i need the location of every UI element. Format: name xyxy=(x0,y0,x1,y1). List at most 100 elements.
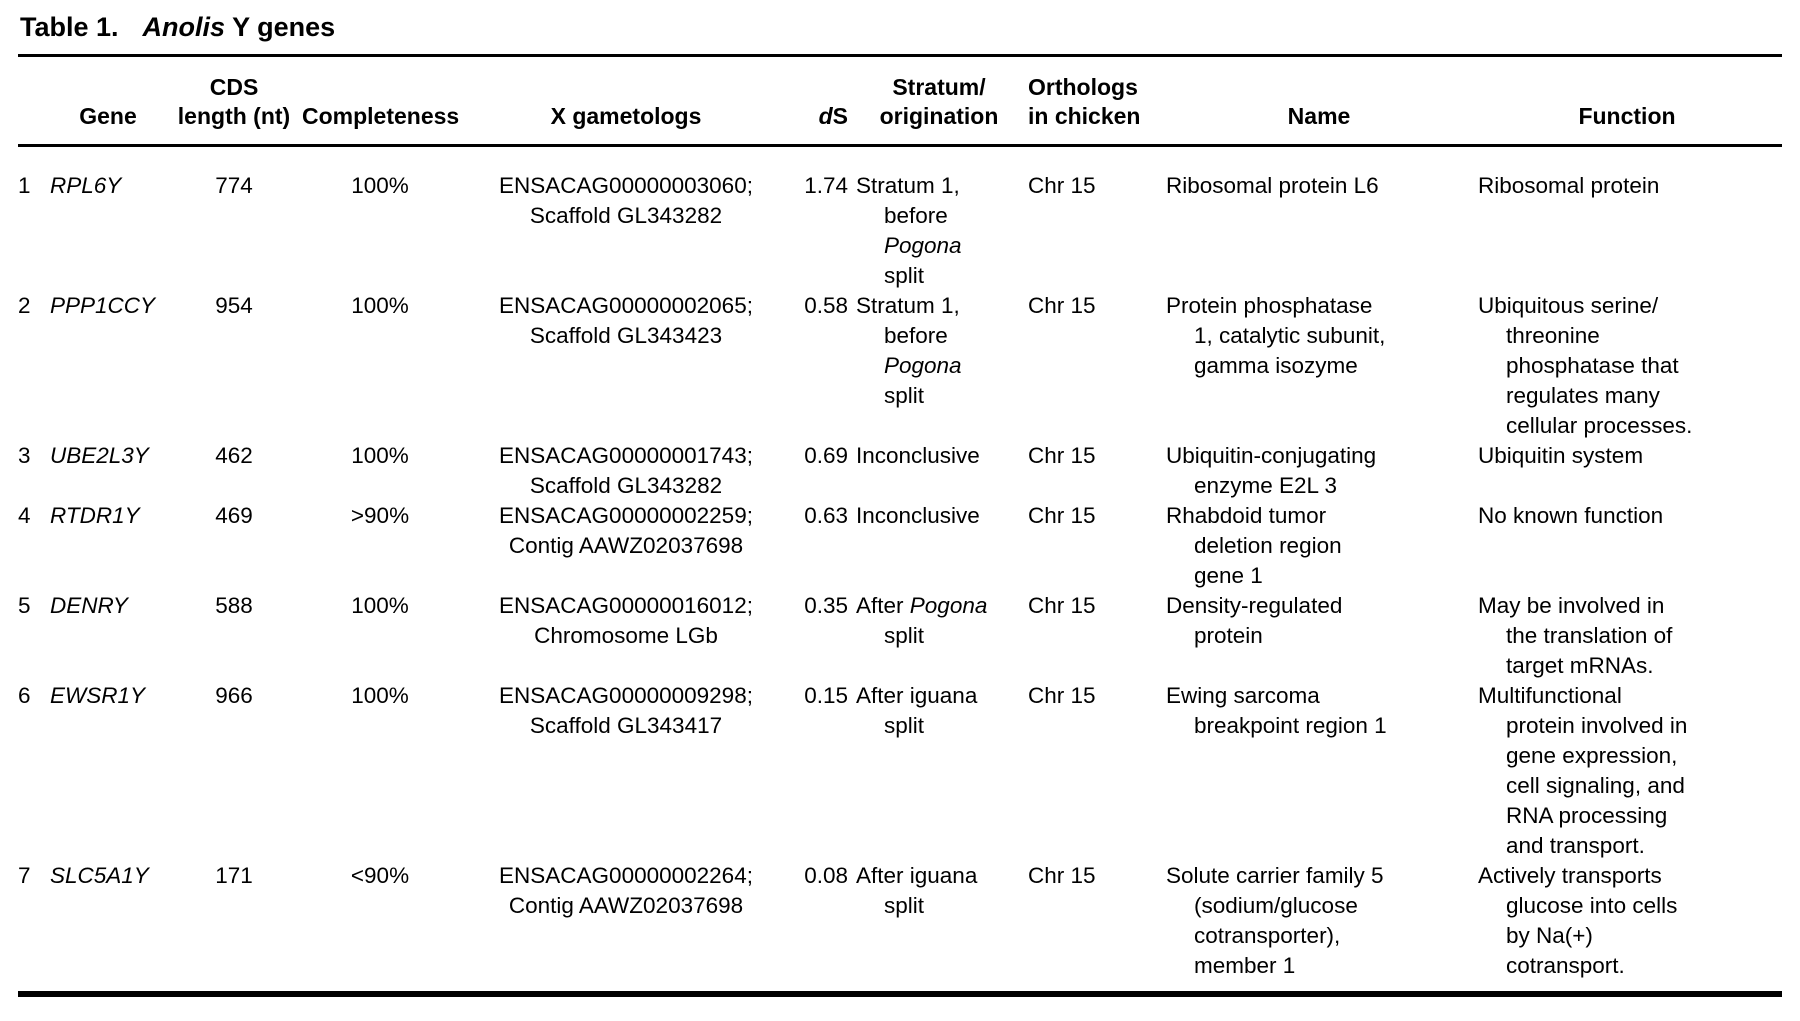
row-number-cell: 6 xyxy=(18,683,31,708)
name-cell: Solute carrier family 5 (sodium/glucose … xyxy=(1166,863,1384,978)
orthologs-cell: Chr 15 xyxy=(1028,683,1096,708)
gene-cell: RPL6Y xyxy=(50,173,122,198)
name-cell: Rhabdoid tumor deletion region gene 1 xyxy=(1166,503,1342,588)
table-row: 7 SLC5A1Y 171 <90% ENSACAG00000002264; C… xyxy=(18,861,1782,994)
gene-cell: PPP1CCY xyxy=(50,293,156,318)
stratum-text: After iguana split xyxy=(856,683,978,738)
x-gametologs-cell: ENSACAG00000003060; Scaffold GL343282 xyxy=(499,173,753,228)
name-cell: Ubiquitin-conjugating enzyme E2L 3 xyxy=(1166,443,1377,498)
header-function: Function xyxy=(1478,55,1782,147)
x-gametologs-cell: ENSACAG00000002259; Contig AAWZ02037698 xyxy=(499,503,753,558)
stratum-cell: After Pogona split xyxy=(856,591,1028,681)
x-gametologs-cell: ENSACAG00000002065; Scaffold GL343423 xyxy=(499,293,753,348)
name-cell: Ribosomal protein L6 xyxy=(1166,173,1379,198)
x-gametologs-cell: ENSACAG00000016012; Chromosome LGb xyxy=(499,593,753,648)
orthologs-cell: Chr 15 xyxy=(1028,293,1096,318)
stratum-text: After iguana split xyxy=(856,863,978,918)
header-row-number xyxy=(18,55,50,147)
stratum-species: Pogona xyxy=(884,233,962,258)
row-number-cell: 3 xyxy=(18,443,31,468)
cds-length-cell: 966 xyxy=(215,683,253,708)
stratum-cell: After iguana split xyxy=(856,681,1028,861)
gene-cell: RTDR1Y xyxy=(50,503,140,528)
cds-length-cell: 588 xyxy=(215,593,253,618)
table-title: Table 1. Anolis Y genes xyxy=(20,12,1782,43)
header-name: Name xyxy=(1166,55,1478,147)
header-stratum-origination: Stratum/ origination xyxy=(856,55,1028,147)
table-header: Gene CDS length (nt) Completeness X game… xyxy=(18,55,1782,147)
completeness-cell: 100% xyxy=(351,683,409,708)
stratum-cell: Inconclusive xyxy=(856,441,1028,501)
stratum-text: Stratum 1, before xyxy=(856,293,960,348)
name-cell: Density-regulated protein xyxy=(1166,593,1343,648)
ds-cell: 1.74 xyxy=(804,173,848,198)
stratum-text-tail: split xyxy=(884,383,925,408)
cds-length-cell: 469 xyxy=(215,503,253,528)
table-row: 3 UBE2L3Y 462 100% ENSACAG00000001743; S… xyxy=(18,441,1782,501)
orthologs-cell: Chr 15 xyxy=(1028,173,1096,198)
name-cell: Ewing sarcoma breakpoint region 1 xyxy=(1166,683,1387,738)
row-number-cell: 2 xyxy=(18,293,31,318)
header-orthologs-in-chicken: Orthologs in chicken xyxy=(1028,55,1166,147)
completeness-cell: 100% xyxy=(351,173,409,198)
orthologs-cell: Chr 15 xyxy=(1028,503,1096,528)
row-number-cell: 5 xyxy=(18,593,31,618)
ds-cell: 0.08 xyxy=(804,863,848,888)
anolis-y-genes-table: Gene CDS length (nt) Completeness X game… xyxy=(18,54,1782,997)
gene-cell: EWSR1Y xyxy=(50,683,146,708)
cds-length-cell: 171 xyxy=(215,863,253,888)
gene-cell: UBE2L3Y xyxy=(50,443,149,468)
orthologs-cell: Chr 15 xyxy=(1028,863,1096,888)
table-body: 1 RPL6Y 774 100% ENSACAG00000003060; Sca… xyxy=(18,146,1782,995)
cds-length-cell: 954 xyxy=(215,293,253,318)
function-cell: May be involved in the translation of ta… xyxy=(1478,593,1673,678)
stratum-text-tail: split xyxy=(884,623,925,648)
cds-length-cell: 462 xyxy=(215,443,253,468)
gene-cell: DENRY xyxy=(50,593,128,618)
completeness-cell: >90% xyxy=(350,503,410,528)
completeness-cell: 100% xyxy=(351,293,409,318)
function-cell: Ubiquitous serine/ threonine phosphatase… xyxy=(1478,293,1693,438)
ds-cell: 0.58 xyxy=(804,293,848,318)
header-row: Gene CDS length (nt) Completeness X game… xyxy=(18,55,1782,147)
stratum-text: Inconclusive xyxy=(856,443,980,468)
row-number-cell: 4 xyxy=(18,503,31,528)
completeness-cell: 100% xyxy=(351,593,409,618)
table-title-label: Table 1. xyxy=(20,12,119,42)
stratum-text: After xyxy=(856,593,910,618)
gene-cell: SLC5A1Y xyxy=(50,863,149,888)
name-cell: Protein phosphatase 1, catalytic subunit… xyxy=(1166,293,1386,378)
table-row: 1 RPL6Y 774 100% ENSACAG00000003060; Sca… xyxy=(18,146,1782,292)
ds-cell: 0.63 xyxy=(804,503,848,528)
stratum-cell: Inconclusive xyxy=(856,501,1028,591)
x-gametologs-cell: ENSACAG00000001743; Scaffold GL343282 xyxy=(499,443,753,498)
table-row: 6 EWSR1Y 966 100% ENSACAG00000009298; Sc… xyxy=(18,681,1782,861)
header-ds-d: d xyxy=(818,103,833,129)
function-cell: Ubiquitin system xyxy=(1478,443,1644,468)
header-x-gametologs: X gametologs xyxy=(464,55,794,147)
function-cell: Actively transports glucose into cells b… xyxy=(1478,863,1678,978)
table-row: 5 DENRY 588 100% ENSACAG00000016012; Chr… xyxy=(18,591,1782,681)
stratum-text-tail: split xyxy=(884,263,925,288)
stratum-cell: After iguana split xyxy=(856,861,1028,994)
ds-cell: 0.69 xyxy=(804,443,848,468)
table-row: 2 PPP1CCY 954 100% ENSACAG00000002065; S… xyxy=(18,291,1782,441)
ds-cell: 0.35 xyxy=(804,593,848,618)
cds-length-cell: 774 xyxy=(215,173,253,198)
header-completeness: Completeness xyxy=(302,55,464,147)
stratum-species: Pogona xyxy=(884,353,962,378)
header-gene: Gene xyxy=(50,55,172,147)
table-title-suffix: Y genes xyxy=(232,12,336,42)
completeness-cell: <90% xyxy=(350,863,410,888)
function-cell: No known function xyxy=(1478,503,1664,528)
header-ds: dS xyxy=(794,55,856,147)
stratum-text: Inconclusive xyxy=(856,503,980,528)
function-cell: Multifunctional protein involved in gene… xyxy=(1478,683,1688,858)
paper-table-page: Table 1. Anolis Y genes Gene CDS length (n… xyxy=(18,12,1782,997)
orthologs-cell: Chr 15 xyxy=(1028,443,1096,468)
ds-cell: 0.15 xyxy=(804,683,848,708)
stratum-text: Stratum 1, before xyxy=(856,173,960,228)
stratum-species: Pogona xyxy=(909,593,988,618)
row-number-cell: 7 xyxy=(18,863,31,888)
x-gametologs-cell: ENSACAG00000009298; Scaffold GL343417 xyxy=(499,683,753,738)
